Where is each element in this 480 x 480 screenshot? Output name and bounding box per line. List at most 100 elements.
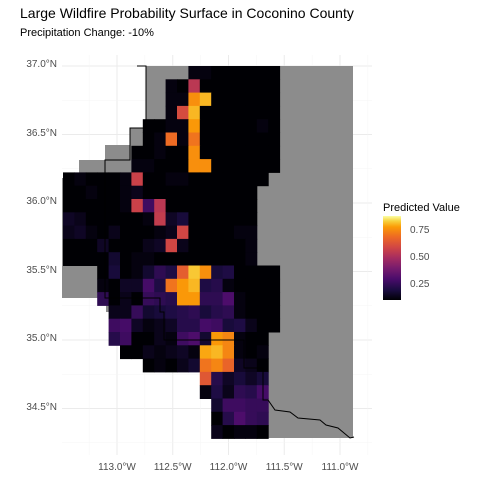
heatmap-cell <box>222 66 235 80</box>
heatmap-cell <box>97 225 110 240</box>
heatmap-cell <box>268 79 281 94</box>
heatmap-cell <box>165 212 178 227</box>
heatmap-cell <box>245 278 258 293</box>
heatmap-cell <box>234 199 246 213</box>
heatmap-cell <box>74 185 87 200</box>
heatmap-cell <box>256 318 269 333</box>
heatmap-cell <box>188 318 201 333</box>
heatmap-cell <box>177 252 189 266</box>
heatmap-cell <box>245 305 258 320</box>
heatmap-cell <box>188 199 201 213</box>
heatmap-cell <box>142 278 155 293</box>
heatmap-cell <box>211 92 224 107</box>
heatmap-cell <box>211 385 224 399</box>
x-tick-label: 113.0°W <box>98 462 136 473</box>
heatmap-cell <box>120 332 132 346</box>
heatmap-cell <box>211 212 224 227</box>
heatmap-cell <box>120 305 132 320</box>
heatmap-cell <box>177 318 189 333</box>
heatmap-cell <box>199 119 212 133</box>
heatmap-cell <box>120 292 132 306</box>
heatmap-cell <box>222 292 235 306</box>
heatmap-cell <box>165 225 178 240</box>
heatmap-cell <box>211 105 224 120</box>
heatmap-cell <box>211 265 224 280</box>
heatmap-cell <box>211 172 224 187</box>
heatmap-cell <box>120 265 132 280</box>
heatmap-cell <box>108 199 121 213</box>
heatmap-cell <box>131 145 144 160</box>
heatmap-cell <box>268 145 281 160</box>
heatmap-cell <box>222 105 235 120</box>
heatmap-cell <box>177 345 189 360</box>
county-boundary <box>104 65 355 439</box>
chart-subtitle: Precipitation Change: -10% <box>20 27 154 39</box>
heatmap-cell <box>142 119 155 133</box>
heatmap-cell <box>131 185 144 200</box>
heatmap-cell <box>154 332 167 346</box>
heatmap-cell <box>108 185 121 200</box>
heatmap-cell <box>211 119 224 133</box>
heatmap-cell <box>211 225 224 240</box>
heatmap-cell <box>177 332 189 346</box>
heatmap-cell <box>199 318 212 333</box>
heatmap-cell <box>74 238 87 253</box>
heatmap-cell <box>268 159 281 173</box>
heatmap-cell <box>245 66 258 80</box>
heatmap-cell <box>199 305 212 320</box>
heatmap-cell <box>211 358 224 373</box>
heatmap-cell <box>222 371 235 386</box>
heatmap-cell <box>245 145 258 160</box>
heatmap-cell <box>63 238 75 253</box>
heatmap-cell <box>142 132 155 147</box>
heatmap-cell <box>245 119 258 133</box>
heatmap-cell <box>245 332 258 346</box>
heatmap-cell <box>165 119 178 133</box>
heatmap-cell <box>63 185 75 200</box>
heatmap-cell <box>234 265 246 280</box>
heatmap-cell <box>222 199 235 213</box>
heatmap-cell <box>85 199 98 213</box>
heatmap-cell <box>245 132 258 147</box>
heatmap-cell <box>222 265 235 280</box>
heatmap-cell <box>234 345 246 360</box>
heatmap-cell <box>234 252 246 266</box>
heatmap-cell <box>256 398 269 413</box>
heatmap-cell <box>222 132 235 147</box>
heatmap-cell <box>245 105 258 120</box>
heatmap-cell <box>97 252 110 266</box>
heatmap-cell <box>199 225 212 240</box>
heatmap-cell <box>188 252 201 266</box>
heatmap-cell <box>165 79 178 94</box>
heatmap-cell <box>165 92 178 107</box>
heatmap-cell <box>85 252 98 266</box>
heatmap-cell <box>199 145 212 160</box>
heatmap-cell <box>234 398 246 413</box>
heatmap-cell <box>234 79 246 94</box>
y-tick-label: 35.0°N <box>26 333 57 344</box>
y-tick-label: 36.0°N <box>26 196 57 207</box>
heatmap-cell <box>256 159 269 173</box>
heatmap-cell <box>74 252 87 266</box>
heatmap-cell <box>245 371 258 386</box>
heatmap-cell <box>120 172 132 187</box>
heatmap-cell <box>120 278 132 293</box>
heatmap-cell <box>199 358 212 373</box>
heatmap-cell <box>108 332 121 346</box>
heatmap-cell <box>245 385 258 399</box>
heatmap-cell <box>256 305 269 320</box>
heatmap-cell <box>222 185 235 200</box>
heatmap-cell <box>222 305 235 320</box>
heatmap-cell <box>63 225 75 240</box>
heatmap-cell <box>177 278 189 293</box>
heatmap-cell <box>165 332 178 346</box>
heatmap-cell <box>165 172 178 187</box>
heatmap-cell <box>131 238 144 253</box>
heatmap-cell <box>120 318 132 333</box>
heatmap-cell <box>234 119 246 133</box>
heatmap-cell <box>165 345 178 360</box>
heatmap-cell <box>142 332 155 346</box>
heatmap-cell <box>131 159 144 173</box>
heatmap-cell <box>120 345 132 360</box>
heatmap-cell <box>97 199 110 213</box>
